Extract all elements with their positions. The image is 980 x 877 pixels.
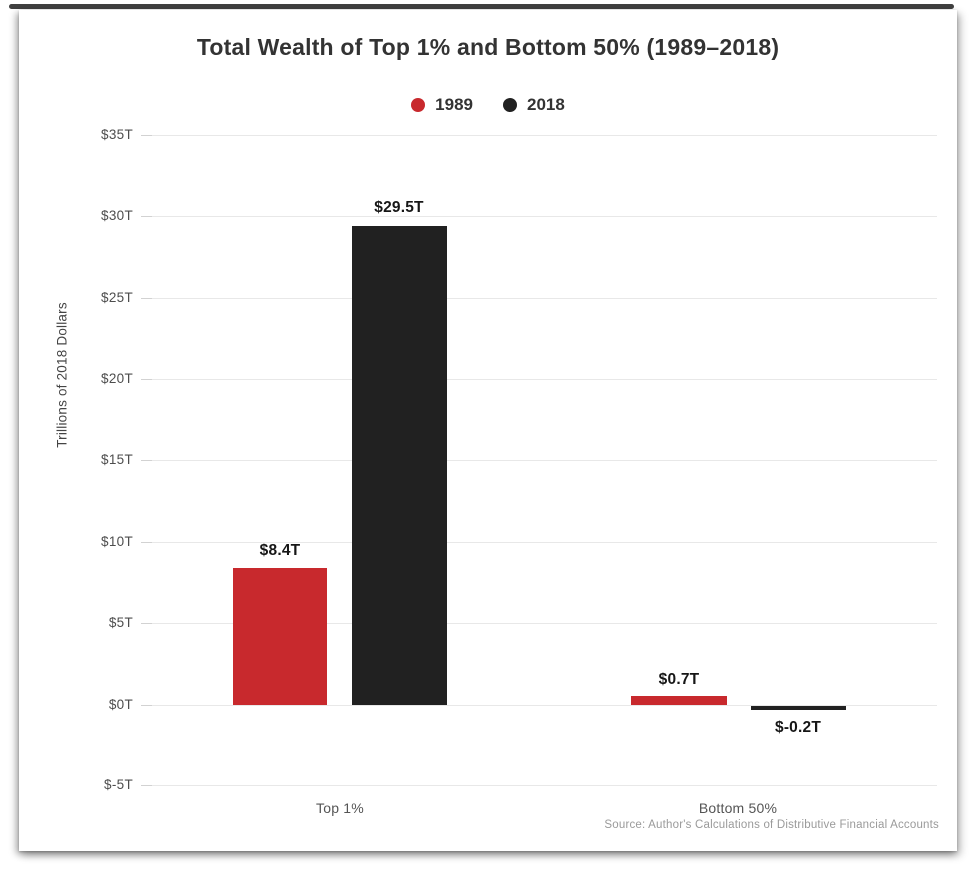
y-tick-label: $5T — [108, 615, 133, 630]
value-label-2018-bottom50: $-0.2T — [775, 719, 821, 736]
gridline — [141, 298, 937, 299]
plot-area — [141, 135, 937, 786]
y-tick-label: $15T — [101, 452, 133, 467]
gridline — [141, 460, 937, 461]
top-rule — [9, 4, 954, 9]
chart-card: Total Wealth of Top 1% and Bottom 50% (1… — [19, 10, 957, 851]
legend-item-1989: 1989 — [411, 95, 473, 115]
chart-title: Total Wealth of Top 1% and Bottom 50% (1… — [196, 34, 780, 60]
y-axis-tick-labels: $35T $30T $25T $20T $15T $10T $5T $0T $-… — [19, 127, 133, 792]
y-tick-label: $-5T — [104, 777, 133, 792]
y-tick-label: $10T — [101, 534, 133, 549]
legend-dot-2018-icon — [503, 98, 517, 112]
y-tick-label: $35T — [101, 127, 133, 142]
gridline — [141, 135, 937, 136]
bar-2018-top1pct — [352, 226, 447, 705]
y-tick-mark — [141, 135, 152, 136]
y-tick-mark — [141, 705, 152, 706]
legend: 1989 2018 — [19, 94, 957, 116]
legend-dot-1989-icon — [411, 98, 426, 112]
value-label-1989-top1pct: $8.4T — [259, 542, 301, 559]
value-label-2018-top1pct: $29.5T — [374, 199, 424, 216]
bar-2018-bottom50 — [751, 706, 846, 710]
y-tick-mark — [141, 542, 152, 543]
legend-label-1989: 1989 — [435, 95, 473, 114]
y-tick-label: $20T — [101, 371, 133, 386]
x-tick-label-top1pct: Top 1% — [316, 800, 364, 816]
gridline — [141, 705, 937, 706]
y-tick-mark — [141, 785, 152, 786]
bar-1989-top1pct — [233, 568, 327, 705]
gridline — [141, 623, 937, 624]
source-note: Source: Author's Calculations of Distrib… — [604, 819, 939, 831]
y-tick-label: $25T — [101, 290, 133, 305]
y-tick-mark — [141, 379, 152, 380]
gridline — [141, 785, 937, 786]
value-label-1989-bottom50: $0.7T — [658, 671, 700, 688]
legend-item-2018: 2018 — [503, 95, 565, 115]
x-tick-label-bottom50: Bottom 50% — [698, 800, 778, 816]
y-tick-mark — [141, 623, 152, 624]
y-tick-mark — [141, 216, 152, 217]
gridline — [141, 542, 937, 543]
y-tick-label: $0T — [108, 697, 133, 712]
gridline — [141, 379, 937, 380]
bar-1989-bottom50 — [631, 696, 727, 705]
y-tick-mark — [141, 298, 152, 299]
y-tick-mark — [141, 460, 152, 461]
gridline — [141, 216, 937, 217]
y-tick-label: $30T — [101, 208, 133, 223]
legend-label-2018: 2018 — [527, 95, 565, 114]
